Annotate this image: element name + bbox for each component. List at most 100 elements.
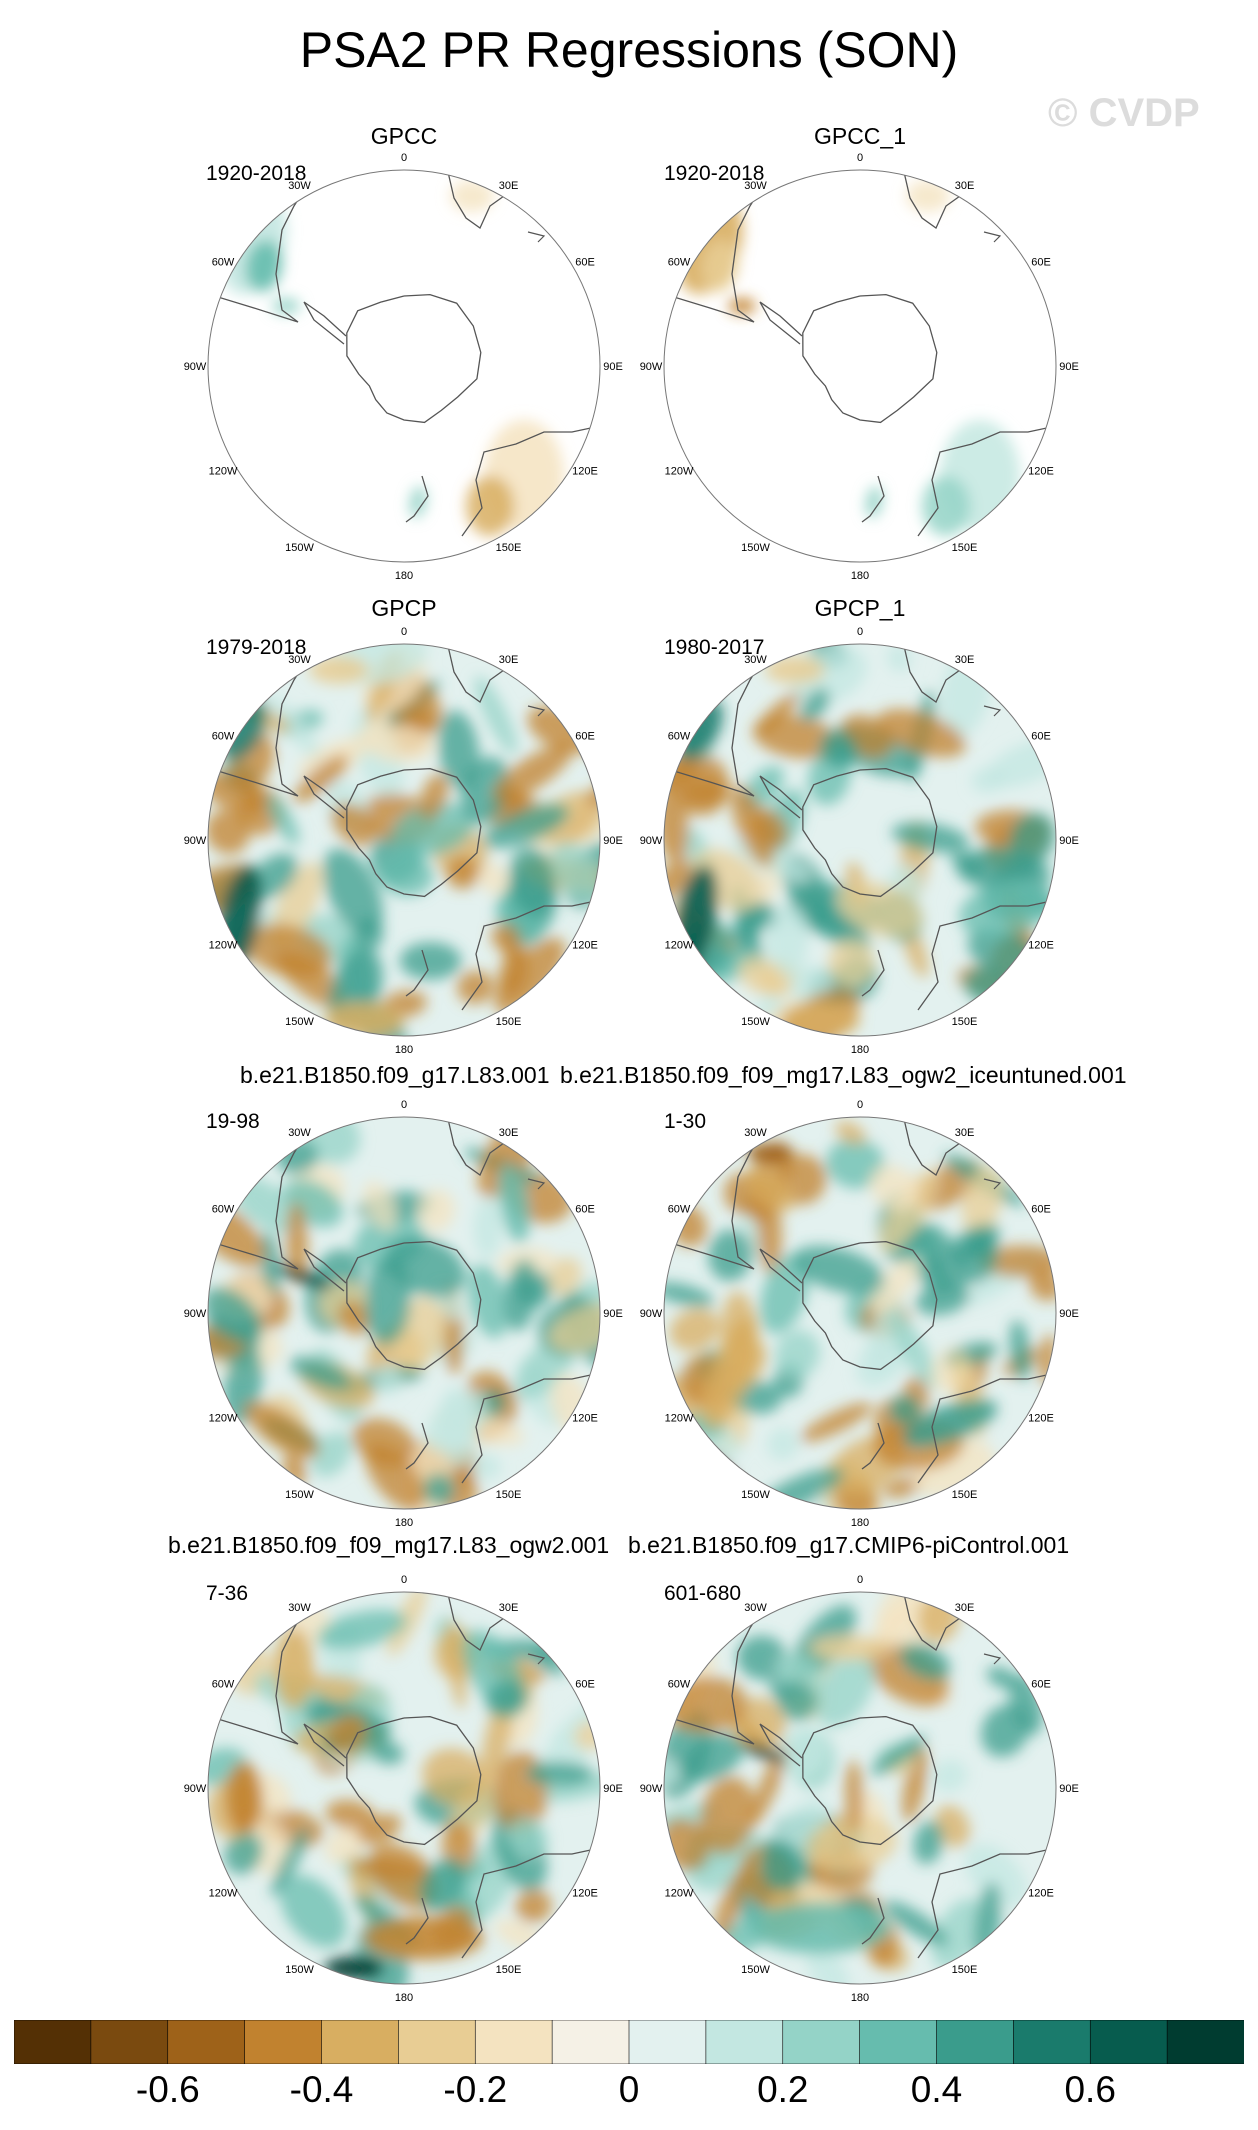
- precip-patch: [825, 1138, 885, 1189]
- precip-patch: [888, 1310, 939, 1389]
- longitude-label: 60E: [575, 1204, 595, 1216]
- peninsula-coastline: [759, 301, 803, 345]
- precip-patch: [418, 1189, 455, 1232]
- new-zealand-coastline: [861, 949, 885, 997]
- peninsula-coastline: [303, 1248, 347, 1292]
- longitude-label: 180: [851, 570, 869, 582]
- longitude-label: 30W: [288, 180, 311, 192]
- precip-patch: [957, 1233, 999, 1285]
- precip-patch: [876, 708, 966, 758]
- precip-patch: [906, 180, 950, 212]
- colorbar-swatch: [1089, 2020, 1168, 2064]
- colorbar-swatch: [398, 2020, 477, 2064]
- precip-patch: [750, 1902, 890, 1954]
- map-panel-m3: 0 30E 60E 90E 120E 150E 180 150W 120W 90W 60W 30W: [184, 1574, 623, 2004]
- precip-patch: [471, 1453, 502, 1480]
- precip-patch: [913, 1820, 944, 1865]
- precip-patch: [800, 688, 830, 722]
- precip-patch: [760, 1843, 801, 1896]
- precip-patch: [493, 744, 573, 801]
- precip-patch: [422, 1473, 455, 1505]
- longitude-label: 30W: [288, 1127, 311, 1139]
- precip-patch: [515, 1889, 552, 1923]
- precip-patch: [548, 1257, 582, 1295]
- australia-coastline: [461, 425, 600, 537]
- precip-patch: [889, 1394, 921, 1425]
- precip-patch: [419, 1858, 466, 1911]
- longitude-label: 60W: [668, 1204, 691, 1216]
- precip-patch: [391, 802, 474, 857]
- precip-patch: [699, 1776, 756, 1855]
- longitude-label: 180: [851, 1992, 869, 2004]
- longitude-label: 120W: [665, 466, 694, 478]
- model-label-3: b.e21.B1850.f09_f09_mg17.L83_ogw2.001: [168, 1532, 610, 1558]
- precip-patch: [324, 1956, 384, 1980]
- precip-patch: [765, 656, 825, 684]
- longitude-label: 150W: [285, 1016, 314, 1028]
- longitude-label: 180: [395, 1517, 413, 1529]
- precip-patch: [446, 856, 480, 890]
- precip-patch: [752, 714, 839, 759]
- longitude-label: 60W: [212, 731, 235, 743]
- precip-patch: [364, 1916, 484, 1960]
- precip-patch: [819, 730, 858, 769]
- longitude-label: 120W: [209, 1413, 238, 1425]
- madagascar-coastline: [527, 1178, 546, 1190]
- colorbar-swatch: [1013, 2020, 1092, 2064]
- africa-coastline: [447, 171, 505, 229]
- peninsula-coastline: [759, 1248, 803, 1292]
- precip-patch: [272, 298, 300, 314]
- longitude-label: 30W: [744, 180, 767, 192]
- longitude-label: 60E: [1031, 1679, 1051, 1691]
- precip-patch: [767, 1427, 799, 1461]
- map-border: [207, 1591, 601, 1985]
- precip-patch: [424, 1391, 489, 1452]
- precip-patch: [370, 1740, 404, 1765]
- precip-patch: [224, 1831, 263, 1875]
- colorbar-swatch: [551, 2020, 630, 2064]
- south-america-coastline: [208, 189, 305, 323]
- precip-patch: [338, 1300, 370, 1336]
- longitude-label: 90E: [1059, 1308, 1079, 1320]
- precip-patch: [792, 1245, 886, 1295]
- precip-patch: [865, 486, 883, 518]
- panel-period: 1920-2018: [664, 162, 765, 185]
- new-zealand-coastline: [405, 949, 429, 997]
- antarctica-coastline: [802, 1240, 938, 1371]
- africa-coastline: [903, 1593, 961, 1651]
- australia-coastline: [917, 1372, 1056, 1484]
- precip-patch: [208, 1287, 262, 1344]
- longitude-label: 150W: [285, 542, 314, 554]
- precip-patch: [680, 778, 729, 816]
- map-border: [663, 1116, 1057, 1510]
- precip-patch: [902, 1398, 998, 1448]
- precip-patch: [245, 240, 283, 292]
- precip-patch: [422, 1748, 488, 1806]
- precip-patch: [324, 1002, 404, 1036]
- precip-patch: [293, 755, 349, 803]
- longitude-label: 120E: [572, 466, 598, 478]
- longitude-label: 120E: [572, 940, 598, 952]
- precip-patch: [669, 1308, 720, 1351]
- precip-patch: [965, 1843, 1027, 1908]
- precip-patch: [364, 1258, 411, 1345]
- precip-patch: [477, 863, 510, 895]
- south-america-coastline: [664, 1136, 761, 1270]
- new-zealand-coastline: [861, 1897, 885, 1945]
- longitude-label: 0: [857, 1099, 863, 1111]
- precip-patch: [311, 1431, 352, 1478]
- longitude-label: 90E: [1059, 835, 1079, 847]
- longitude-label: 90E: [603, 1783, 623, 1795]
- longitude-label: 90W: [184, 835, 207, 847]
- madagascar-coastline: [983, 1653, 1002, 1665]
- africa-coastline: [903, 171, 961, 229]
- longitude-label: 30E: [499, 180, 519, 192]
- precip-patch: [932, 1759, 968, 1792]
- model-label-1: b.e21.B1850.f09_g17.L83.001: [240, 1062, 550, 1088]
- colorbar-tick-label: 0.2: [757, 2069, 809, 2110]
- panel-period: 7-36: [206, 1582, 249, 1605]
- longitude-label: 30E: [499, 654, 519, 666]
- longitude-label: 60E: [1031, 731, 1051, 743]
- peninsula-coastline: [759, 1723, 803, 1767]
- madagascar-coastline: [527, 705, 546, 717]
